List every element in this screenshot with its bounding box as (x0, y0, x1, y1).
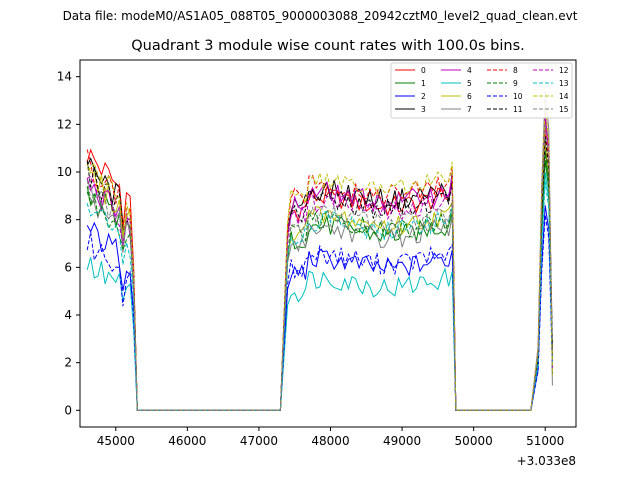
series-line-12 (86, 112, 553, 411)
legend-label-15: 15 (559, 105, 569, 114)
x-tick-label-46000: 46000 (168, 434, 206, 448)
legend-label-8: 8 (513, 66, 518, 75)
legend-label-12: 12 (559, 66, 569, 75)
axes-frame (79, 59, 577, 428)
series-line-0 (86, 124, 553, 411)
x-tick-label-47000: 47000 (240, 434, 278, 448)
legend-label-3: 3 (421, 105, 426, 114)
legend-label-0: 0 (421, 66, 426, 75)
legend-label-11: 11 (513, 105, 523, 114)
x-offset-label: +3.033e8 (517, 454, 576, 468)
legend-label-5: 5 (467, 79, 472, 88)
series-line-3 (86, 148, 553, 411)
legend-label-9: 9 (513, 79, 518, 88)
y-tick-label-6: 6 (64, 260, 72, 274)
legend-label-7: 7 (467, 105, 472, 114)
series-line-14 (87, 105, 553, 411)
legend-label-13: 13 (559, 79, 569, 88)
x-tick-label-51000: 51000 (526, 434, 564, 448)
legend-label-10: 10 (513, 92, 523, 101)
legend-box (390, 62, 573, 119)
legend-label-14: 14 (559, 92, 569, 101)
x-tick-label-48000: 48000 (311, 434, 349, 448)
x-tick-label-50000: 50000 (455, 434, 493, 448)
y-tick-label-10: 10 (57, 165, 72, 179)
legend-label-6: 6 (467, 92, 472, 101)
legend-label-4: 4 (467, 66, 472, 75)
y-tick-label-4: 4 (64, 308, 72, 322)
y-tick-label-0: 0 (64, 403, 72, 417)
series-line-11 (86, 136, 553, 411)
series-line-9 (86, 150, 553, 411)
y-tick-label-14: 14 (57, 70, 72, 84)
legend-label-2: 2 (421, 92, 426, 101)
plot-area: 45000 46000 47000 48000 49000 50000 51000+3.03… (57, 59, 577, 468)
legend-label-1: 1 (421, 79, 426, 88)
y-tick-label-2: 2 (64, 356, 72, 370)
chart-title: Quadrant 3 module wise count rates with … (131, 38, 525, 54)
series-line-10 (86, 214, 553, 411)
y-tick-label-12: 12 (57, 117, 72, 131)
series-line-2 (86, 205, 553, 411)
series-line-4 (86, 117, 553, 411)
x-tick-label-45000: 45000 (97, 434, 135, 448)
y-tick-label-8: 8 (64, 213, 72, 227)
x-tick-label-49000: 49000 (383, 434, 421, 448)
series-line-15 (86, 124, 553, 411)
data-file-header: Data file: modeM0/AS1A05_088T05_90000030… (63, 9, 578, 23)
